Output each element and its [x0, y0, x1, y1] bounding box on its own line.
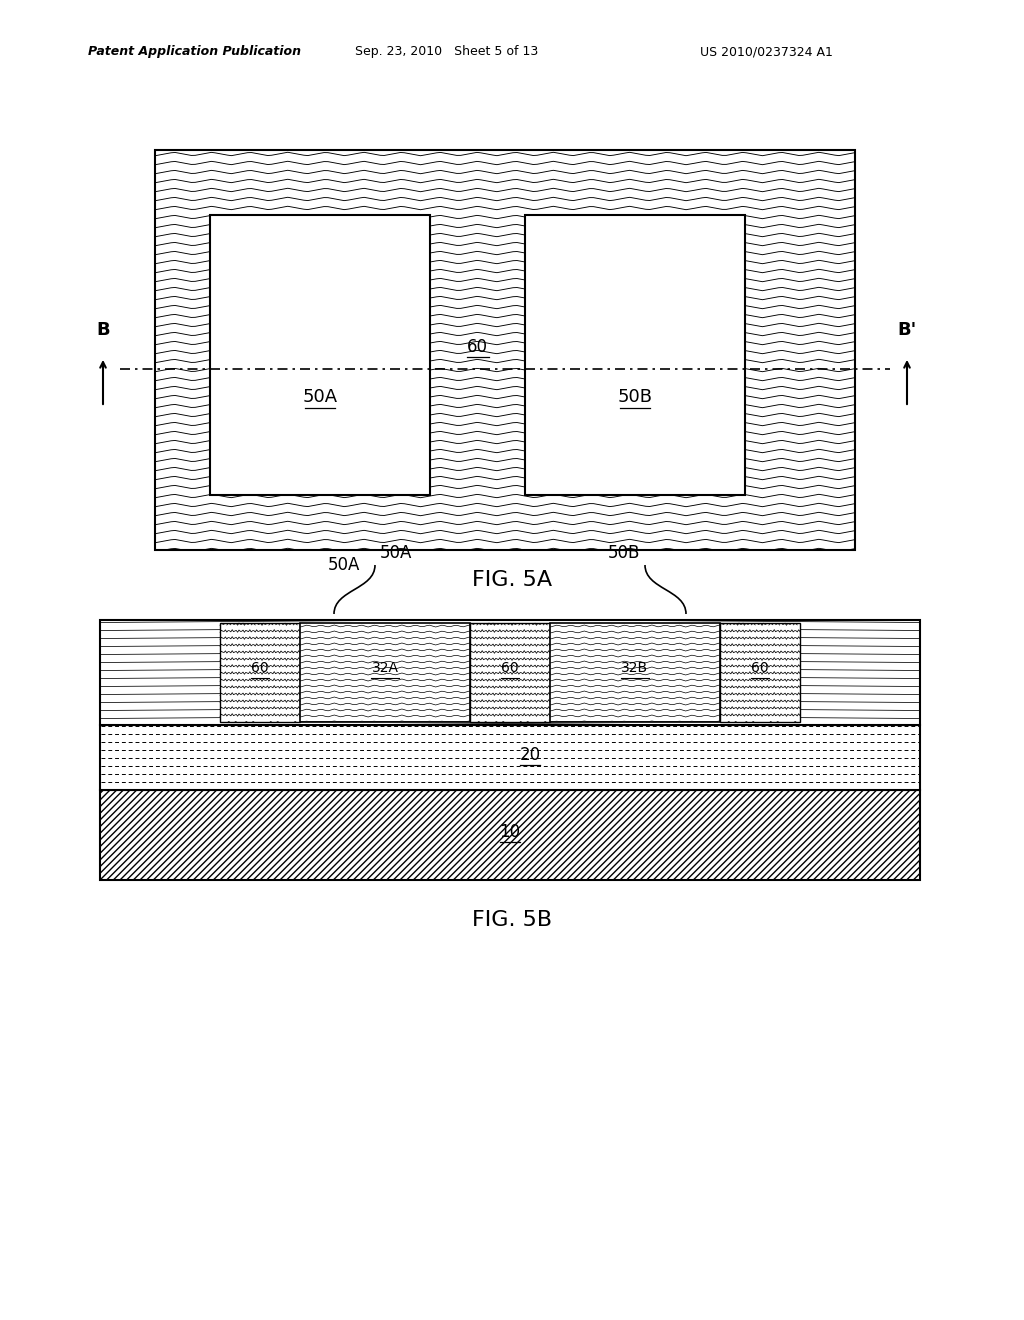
Text: FIG. 5A: FIG. 5A: [472, 570, 552, 590]
Text: 50B: 50B: [607, 544, 640, 562]
Text: Sep. 23, 2010   Sheet 5 of 13: Sep. 23, 2010 Sheet 5 of 13: [355, 45, 539, 58]
Bar: [155, 150, 855, 550]
Bar: [100, 620, 920, 725]
Text: US 2010/0237324 A1: US 2010/0237324 A1: [700, 45, 833, 58]
Bar: [470, 623, 550, 722]
Bar: [550, 623, 720, 722]
Bar: [210, 215, 430, 495]
Text: 32A: 32A: [372, 660, 398, 675]
Text: 50A: 50A: [302, 388, 338, 407]
Text: Patent Application Publication: Patent Application Publication: [88, 45, 301, 58]
Text: FIG. 5B: FIG. 5B: [472, 909, 552, 931]
Text: 60: 60: [501, 660, 519, 675]
Text: 50B: 50B: [617, 388, 652, 407]
Text: 50A: 50A: [328, 556, 360, 574]
Bar: [300, 623, 470, 722]
Bar: [100, 725, 920, 789]
Text: 10: 10: [500, 822, 520, 841]
Bar: [525, 215, 745, 495]
Text: B': B': [897, 321, 916, 339]
Text: 50A: 50A: [380, 544, 413, 562]
Text: B: B: [96, 321, 110, 339]
Text: 60: 60: [251, 660, 269, 675]
Bar: [220, 623, 300, 722]
Text: 60: 60: [467, 338, 488, 356]
Text: 32B: 32B: [622, 660, 648, 675]
Text: 60: 60: [752, 660, 769, 675]
Bar: [720, 623, 800, 722]
Bar: [100, 789, 920, 880]
Text: 20: 20: [519, 746, 541, 763]
